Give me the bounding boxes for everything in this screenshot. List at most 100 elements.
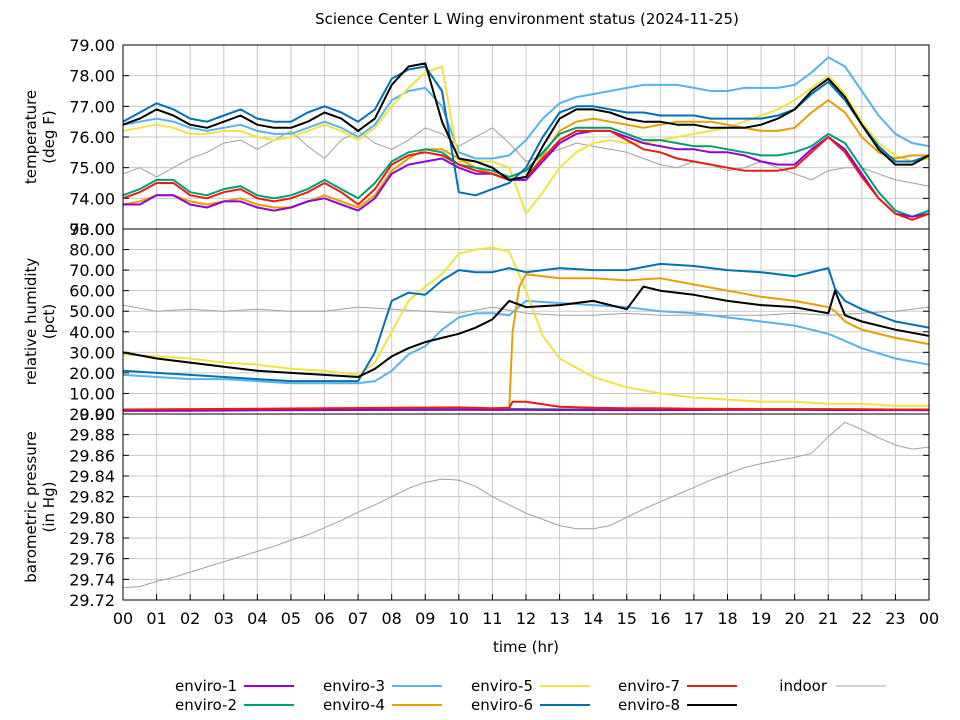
series-line-enviro-6 xyxy=(123,262,929,383)
y-tick-label: 80.00 xyxy=(69,241,115,260)
y-tick-label: 29.88 xyxy=(69,426,115,445)
y-axis-label: relative humidity xyxy=(22,258,40,386)
y-axis-label: (in Hg) xyxy=(40,482,58,533)
series-line-indoor xyxy=(123,304,929,316)
legend-item-enviro-6: enviro-6 xyxy=(471,696,590,714)
legend-label: indoor xyxy=(779,677,828,695)
y-tick-label: 77.00 xyxy=(69,97,115,116)
legend-item-enviro-7: enviro-7 xyxy=(618,677,737,695)
series-line-enviro-3 xyxy=(123,56,929,160)
y-tick-label: 60.00 xyxy=(69,282,115,301)
y-tick-label: 29.86 xyxy=(69,446,115,465)
x-tick-label: 02 xyxy=(180,609,200,628)
series-line-enviro-1 xyxy=(123,129,929,218)
series-line-enviro-3 xyxy=(123,299,929,385)
y-tick-label: 0.00 xyxy=(79,405,115,424)
y-axis-label: (deg F) xyxy=(40,110,58,163)
y-tick-label: 20.00 xyxy=(69,364,115,383)
y-tick-label: 29.84 xyxy=(69,467,115,486)
series-group xyxy=(123,246,929,412)
series-line-enviro-5 xyxy=(123,246,929,407)
y-tick-label: 79.00 xyxy=(69,36,115,55)
x-tick-label: 23 xyxy=(885,609,905,628)
x-tick-label: 21 xyxy=(818,609,838,628)
x-tick-label: 15 xyxy=(617,609,637,628)
legend-label: enviro-3 xyxy=(323,677,385,695)
x-tick-label: 20 xyxy=(784,609,804,628)
y-tick-label: 29.74 xyxy=(69,570,115,589)
series-line-enviro-2 xyxy=(123,126,929,218)
x-tick-label: 19 xyxy=(751,609,771,628)
legend-item-enviro-2: enviro-2 xyxy=(175,696,294,714)
y-tick-label: 50.00 xyxy=(69,302,115,321)
x-tick-label: 07 xyxy=(348,609,368,628)
x-axis-label: time (hr) xyxy=(493,638,559,656)
x-tick-label: 04 xyxy=(247,609,267,628)
x-tick-label: 03 xyxy=(214,609,234,628)
x-tick-label: 16 xyxy=(650,609,670,628)
y-tick-label: 30.00 xyxy=(69,343,115,362)
x-tick-label: 12 xyxy=(516,609,536,628)
x-tick-label: 17 xyxy=(684,609,704,628)
series-line-enviro-8 xyxy=(123,285,929,378)
series-group xyxy=(123,56,929,221)
x-tick-label: 11 xyxy=(482,609,502,628)
legend-item-enviro-4: enviro-4 xyxy=(323,696,442,714)
y-tick-label: 74.00 xyxy=(69,189,115,208)
legend-label: enviro-7 xyxy=(618,677,680,695)
legend-item-enviro-3: enviro-3 xyxy=(323,677,442,695)
series-line-indoor xyxy=(123,421,929,589)
y-tick-label: 40.00 xyxy=(69,323,115,342)
legend-label: enviro-1 xyxy=(175,677,237,695)
series-line-enviro-5 xyxy=(123,65,929,215)
y-tick-label: 70.00 xyxy=(69,261,115,280)
x-tick-label: 05 xyxy=(281,609,301,628)
x-axis: 00 01 02 03 04 05 06 07 08 09 10 11 12 13 14 15 16 17 18 19… xyxy=(113,594,939,628)
legend-label: enviro-5 xyxy=(471,677,533,695)
x-tick-label: 18 xyxy=(717,609,737,628)
x-tick-label: 06 xyxy=(314,609,334,628)
series-line-enviro-8 xyxy=(123,62,929,181)
series-line-indoor xyxy=(123,127,929,187)
series-line-enviro-7 xyxy=(123,400,929,411)
x-tick-label: 13 xyxy=(549,609,569,628)
y-tick-label: 78.00 xyxy=(69,67,115,86)
x-tick-label: 10 xyxy=(449,609,469,628)
x-tick-label: 00 xyxy=(919,609,939,628)
legend-item-enviro-8: enviro-8 xyxy=(618,696,737,714)
legend-item-enviro-5: enviro-5 xyxy=(471,677,590,695)
legend-label: enviro-8 xyxy=(618,696,680,714)
y-tick-label: 29.72 xyxy=(69,591,115,610)
y-tick-label: 90.00 xyxy=(69,220,115,239)
y-tick-label: 29.82 xyxy=(69,488,115,507)
legend-item-indoor: indoor xyxy=(779,677,886,695)
y-tick-label: 75.00 xyxy=(69,159,115,178)
y-tick-label: 29.76 xyxy=(69,550,115,569)
x-tick-label: 14 xyxy=(583,609,603,628)
legend-item-enviro-1: enviro-1 xyxy=(175,677,294,695)
legend-label: enviro-6 xyxy=(471,696,533,714)
y-tick-label: 29.78 xyxy=(69,529,115,548)
y-tick-label: 73.00 xyxy=(69,220,115,239)
y-axis-label: barometric pressure xyxy=(22,431,40,583)
x-tick-label: 00 xyxy=(113,609,133,628)
y-tick-label: 76.00 xyxy=(69,128,115,147)
y-axis-label: (pct) xyxy=(40,304,58,339)
y-axis-label: temperature xyxy=(22,90,40,184)
y-tick-label: 29.90 xyxy=(69,405,115,424)
legend-label: enviro-2 xyxy=(175,696,237,714)
x-tick-label: 01 xyxy=(146,609,166,628)
x-tick-label: 22 xyxy=(852,609,872,628)
plot-panels: 73.00 74.00 75.00 76.00 77.00 78.00 79.00 tempe… xyxy=(22,36,930,610)
legend-label: enviro-4 xyxy=(323,696,385,714)
chart-title: Science Center L Wing environment status… xyxy=(315,10,739,28)
y-tick-label: 29.80 xyxy=(69,508,115,527)
x-tick-label: 09 xyxy=(415,609,435,628)
series-group xyxy=(123,421,929,589)
panel-1: 73.00 74.00 75.00 76.00 77.00 78.00 79.00 tempe… xyxy=(22,36,930,239)
y-tick-label: 10.00 xyxy=(69,384,115,403)
